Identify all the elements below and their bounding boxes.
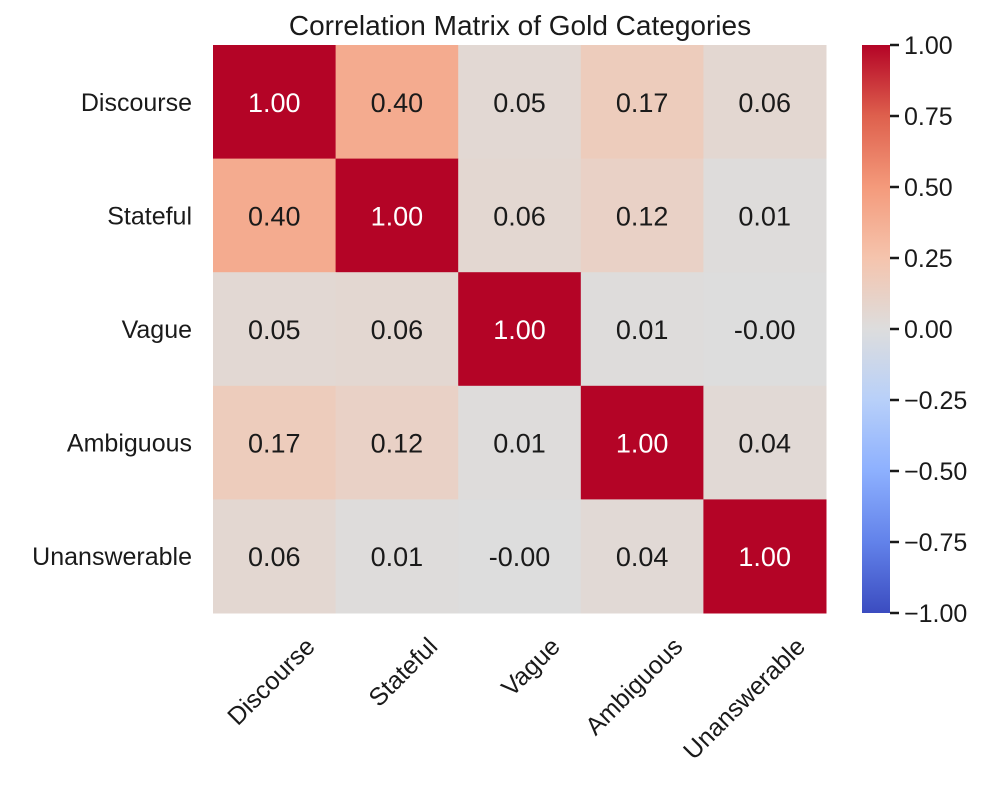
column-tick-label: Discourse [222, 632, 320, 730]
cell-value-label: 1.00 [248, 88, 301, 118]
colorbar-tick-label: 0.25 [904, 245, 953, 273]
colorbar-tick-label: 1.00 [904, 32, 953, 60]
colorbar-tick-label: −0.25 [904, 387, 967, 415]
cell-value-label: 0.06 [248, 542, 301, 572]
cell-value-label: 0.06 [493, 201, 546, 231]
colorbar: 1.00 0.75 0.50 0.25 0.00 −0.25 −0.50 −0.75 −1.00 [862, 32, 967, 628]
column-tick-label: Stateful [363, 632, 443, 712]
cell-value-label: 0.17 [248, 429, 301, 459]
heatmap-cell [580, 272, 704, 387]
row-tick-label: Stateful [107, 202, 192, 230]
chart-title: Correlation Matrix of Gold Categories [289, 10, 751, 41]
cell-value-label: 0.01 [371, 542, 424, 572]
cell-value-label: 0.40 [371, 88, 424, 118]
cell-value-label: 1.00 [493, 315, 546, 345]
colorbar-gradient [862, 45, 890, 613]
heatmap-cell [213, 385, 337, 500]
heatmap-cell [703, 499, 827, 614]
cell-value-label: 0.06 [738, 88, 791, 118]
heatmap-cell [213, 272, 337, 387]
colorbar-tick-label: 0.00 [904, 316, 953, 344]
cell-value-label: 1.00 [371, 201, 424, 231]
heatmap-cell [213, 499, 337, 614]
heatmap-cell [335, 45, 459, 160]
row-tick-label: Unanswerable [32, 543, 192, 571]
column-labels: Discourse Stateful Vague AmbiguousUnanswera… [222, 632, 811, 765]
heatmap-cell [335, 385, 459, 500]
heatmap-cell [213, 158, 337, 273]
row-tick-label: Discourse [81, 89, 192, 117]
row-tick-label: Ambiguous [67, 430, 192, 458]
cell-value-label: 0.06 [371, 315, 424, 345]
heatmap-cell [335, 272, 459, 387]
heatmap-cell [213, 45, 337, 160]
cell-value-label: 0.12 [371, 429, 424, 459]
colorbar-tick-label: 0.50 [904, 174, 953, 202]
heatmap-cell [458, 499, 582, 614]
column-tick-label: Unanswerable [678, 632, 811, 765]
heatmap-cell [580, 45, 704, 160]
row-tick-label: Vague [122, 316, 192, 344]
heatmap-cell [458, 272, 582, 387]
column-tick-label: Ambiguous [580, 632, 688, 740]
heatmap-cell [703, 272, 827, 387]
cell-value-label: -0.00 [489, 542, 551, 572]
cell-value-label: 0.04 [738, 429, 791, 459]
cell-value-label: 0.17 [616, 88, 669, 118]
cell-value-label: 0.05 [248, 315, 301, 345]
heatmap-cell [703, 158, 827, 273]
heatmap-cell [580, 385, 704, 500]
cell-value-label: 1.00 [616, 429, 669, 459]
cell-value-label: 0.01 [493, 429, 546, 459]
colorbar-tick-label: −0.50 [904, 458, 967, 486]
column-tick-label: Vague [496, 632, 566, 702]
heatmap-cell [458, 158, 582, 273]
heatmap-cells: 1.00 0.40 0.05 0.17 0.06 0.40 1.00 0.06 0.12 0.01… [213, 45, 827, 614]
colorbar-tick-label: −1.00 [904, 600, 967, 628]
cell-value-label: 0.01 [738, 201, 791, 231]
cell-value-label: 0.40 [248, 201, 301, 231]
heatmap-cell [703, 385, 827, 500]
cell-value-label: 0.12 [616, 201, 669, 231]
cell-value-label: 0.05 [493, 88, 546, 118]
cell-value-label: 1.00 [738, 542, 791, 572]
heatmap-cell [335, 499, 459, 614]
heatmap-cell [335, 158, 459, 273]
cell-value-label: 0.01 [616, 315, 669, 345]
cell-value-label: 0.04 [616, 542, 669, 572]
heatmap-cell [703, 45, 827, 160]
heatmap-cell [458, 45, 582, 160]
heatmap-cell [580, 158, 704, 273]
heatmap-cell [458, 385, 582, 500]
row-labels: Discourse Stateful Vague Ambiguous Unanswera… [32, 89, 192, 571]
colorbar-tick-label: −0.75 [904, 529, 967, 557]
heatmap-cell [580, 499, 704, 614]
colorbar-tick-label: 0.75 [904, 103, 953, 131]
cell-value-label: -0.00 [734, 315, 796, 345]
